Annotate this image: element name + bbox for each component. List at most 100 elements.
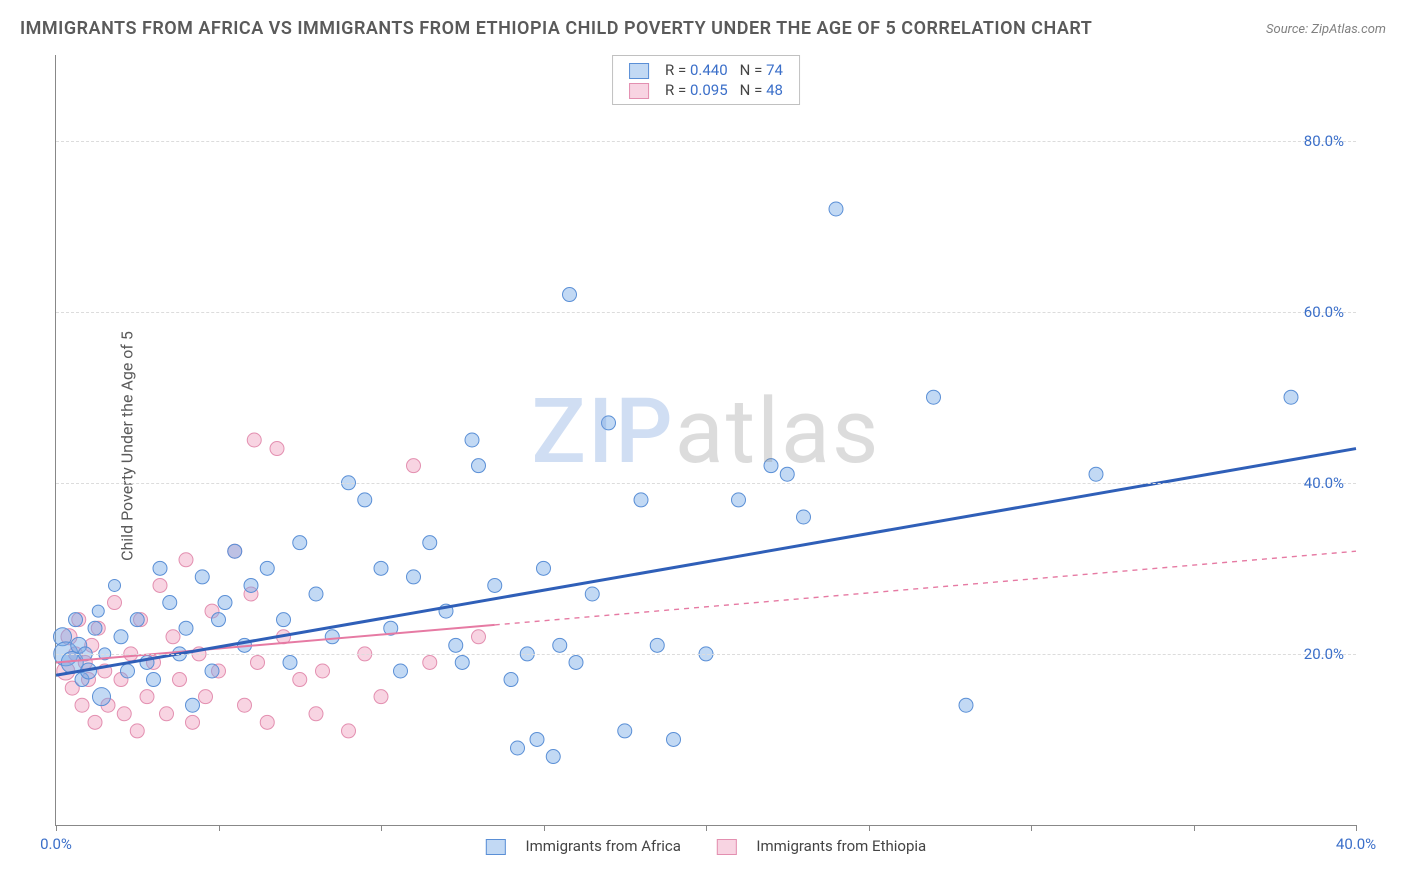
scatter-point-africa bbox=[293, 536, 307, 550]
scatter-point-africa bbox=[618, 724, 632, 738]
gridline bbox=[56, 141, 1356, 142]
scatter-point-ethiopia bbox=[160, 707, 174, 721]
x-tick-mark bbox=[381, 825, 382, 831]
scatter-point-africa bbox=[959, 698, 973, 712]
scatter-point-africa bbox=[93, 688, 111, 706]
gridline bbox=[56, 312, 1356, 313]
legend-label-ethiopia: Immigrants from Ethiopia bbox=[756, 837, 926, 855]
scatter-point-africa bbox=[228, 544, 242, 558]
x-tick-mark bbox=[706, 825, 707, 831]
x-tick-mark bbox=[219, 825, 220, 831]
x-tick-mark bbox=[869, 825, 870, 831]
scatter-point-ethiopia bbox=[166, 630, 180, 644]
scatter-point-africa bbox=[797, 510, 811, 524]
scatter-point-africa bbox=[1284, 390, 1298, 404]
x-tick-mark bbox=[1194, 825, 1195, 831]
x-tick-mark bbox=[544, 825, 545, 831]
n-value-africa: 74 bbox=[766, 61, 783, 79]
scatter-point-africa bbox=[504, 673, 518, 687]
scatter-point-africa bbox=[88, 621, 102, 635]
swatch-africa-icon bbox=[486, 839, 506, 855]
scatter-point-africa bbox=[277, 613, 291, 627]
n-value-ethiopia: 48 bbox=[766, 81, 783, 99]
scatter-point-ethiopia bbox=[270, 442, 284, 456]
scatter-point-africa bbox=[585, 587, 599, 601]
y-tick-label: 80.0% bbox=[1304, 132, 1344, 150]
x-tick-label: 0.0% bbox=[40, 835, 72, 853]
legend-row-ethiopia: R = 0.095 N = 48 bbox=[623, 80, 789, 100]
n-label: N = bbox=[740, 81, 763, 99]
source-attribution: Source: ZipAtlas.com bbox=[1266, 22, 1386, 37]
scatter-svg bbox=[56, 55, 1356, 825]
scatter-point-ethiopia bbox=[75, 698, 89, 712]
scatter-point-ethiopia bbox=[117, 707, 131, 721]
plot-area: ZIPatlas R = 0.440 N = 74 R = 0.095 N = … bbox=[55, 55, 1356, 826]
scatter-point-africa bbox=[449, 638, 463, 652]
scatter-point-ethiopia bbox=[88, 715, 102, 729]
scatter-point-africa bbox=[374, 561, 388, 575]
scatter-point-africa bbox=[121, 664, 135, 678]
swatch-ethiopia-icon bbox=[717, 839, 737, 855]
scatter-point-africa bbox=[394, 664, 408, 678]
series-legend: Immigrants from Africa Immigrants from E… bbox=[470, 837, 942, 855]
scatter-point-africa bbox=[530, 732, 544, 746]
scatter-point-africa bbox=[602, 416, 616, 430]
trend-line-ethiopia-extrapolated bbox=[495, 551, 1356, 625]
scatter-point-africa bbox=[465, 433, 479, 447]
scatter-point-africa bbox=[358, 493, 372, 507]
scatter-point-africa bbox=[325, 630, 339, 644]
n-label: N = bbox=[740, 61, 763, 79]
scatter-point-ethiopia bbox=[140, 690, 154, 704]
scatter-point-africa bbox=[667, 732, 681, 746]
scatter-point-africa bbox=[205, 664, 219, 678]
scatter-point-africa bbox=[114, 630, 128, 644]
legend-item-africa: Immigrants from Africa bbox=[478, 837, 693, 855]
scatter-point-ethiopia bbox=[423, 655, 437, 669]
scatter-point-africa bbox=[212, 613, 226, 627]
scatter-point-africa bbox=[455, 655, 469, 669]
scatter-point-africa bbox=[163, 596, 177, 610]
scatter-point-ethiopia bbox=[130, 724, 144, 738]
scatter-point-ethiopia bbox=[342, 724, 356, 738]
gridline bbox=[56, 483, 1356, 484]
scatter-point-africa bbox=[195, 570, 209, 584]
legend-item-ethiopia: Immigrants from Ethiopia bbox=[709, 837, 935, 855]
legend-row-africa: R = 0.440 N = 74 bbox=[623, 60, 789, 80]
scatter-point-africa bbox=[260, 561, 274, 575]
scatter-point-africa bbox=[186, 698, 200, 712]
scatter-point-ethiopia bbox=[316, 664, 330, 678]
scatter-point-africa bbox=[92, 605, 104, 617]
r-value-ethiopia: 0.095 bbox=[690, 81, 728, 99]
scatter-point-africa bbox=[179, 621, 193, 635]
scatter-point-ethiopia bbox=[309, 707, 323, 721]
scatter-point-africa bbox=[69, 613, 83, 627]
scatter-point-africa bbox=[153, 561, 167, 575]
scatter-point-ethiopia bbox=[472, 630, 486, 644]
r-label: R = bbox=[665, 81, 686, 99]
scatter-point-africa bbox=[780, 467, 794, 481]
correlation-legend: R = 0.440 N = 74 R = 0.095 N = 48 bbox=[612, 55, 800, 105]
scatter-point-ethiopia bbox=[179, 553, 193, 567]
scatter-point-ethiopia bbox=[293, 673, 307, 687]
legend-label-africa: Immigrants from Africa bbox=[526, 837, 681, 855]
scatter-point-africa bbox=[764, 459, 778, 473]
scatter-point-africa bbox=[569, 655, 583, 669]
scatter-point-ethiopia bbox=[251, 655, 265, 669]
scatter-point-africa bbox=[218, 596, 232, 610]
scatter-point-africa bbox=[537, 561, 551, 575]
x-tick-mark bbox=[56, 825, 57, 831]
scatter-point-ethiopia bbox=[199, 690, 213, 704]
r-value-africa: 0.440 bbox=[690, 61, 728, 79]
scatter-point-africa bbox=[283, 655, 297, 669]
scatter-point-africa bbox=[147, 673, 161, 687]
x-tick-label: 40.0% bbox=[1336, 835, 1376, 853]
scatter-point-africa bbox=[423, 536, 437, 550]
scatter-point-ethiopia bbox=[173, 673, 187, 687]
scatter-point-africa bbox=[1089, 467, 1103, 481]
chart-title: IMMIGRANTS FROM AFRICA VS IMMIGRANTS FRO… bbox=[20, 18, 1092, 39]
scatter-point-ethiopia bbox=[407, 459, 421, 473]
scatter-point-ethiopia bbox=[108, 596, 122, 610]
scatter-point-ethiopia bbox=[153, 578, 167, 592]
x-tick-mark bbox=[1031, 825, 1032, 831]
gridline bbox=[56, 654, 1356, 655]
